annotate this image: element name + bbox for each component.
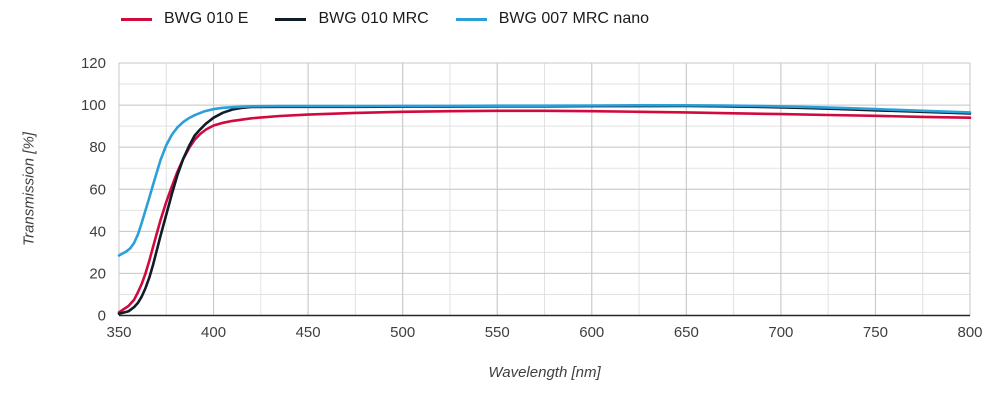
x-tick-label: 650 [674, 324, 699, 341]
x-tick-label: 700 [768, 324, 793, 341]
y-tick-label: 0 [98, 308, 106, 325]
y-axis-title: Transmission [%] [20, 132, 38, 246]
legend-item-bwg-010-e: BWG 010 E [121, 11, 248, 27]
x-tick-label: 500 [390, 324, 415, 341]
legend-label-bwg-010-e: BWG 010 E [164, 10, 249, 27]
x-tick-label: 600 [579, 324, 604, 341]
x-tick-label: 450 [296, 324, 321, 341]
legend-label-bwg-007-mrc-nano: BWG 007 MRC nano [498, 10, 650, 27]
y-tick-label: 80 [89, 139, 106, 156]
y-tick-label: 20 [89, 265, 106, 282]
series-line-2 [117, 104, 972, 257]
y-tick-label: 100 [81, 97, 106, 114]
chart-legend: BWG 010 E BWG 010 MRC BWG 007 MRC nano [121, 11, 649, 27]
x-tick-label: 400 [201, 324, 226, 341]
y-tick-label: 60 [89, 181, 106, 198]
legend-swatch-bwg-010-e [121, 17, 152, 21]
y-tick-label: 120 [81, 55, 106, 72]
series-line-0 [117, 109, 972, 314]
x-tick-label: 800 [957, 324, 982, 341]
y-tick-label: 40 [89, 223, 106, 240]
x-tick-label: 350 [106, 324, 131, 341]
legend-label-bwg-010-mrc: BWG 010 MRC [318, 10, 429, 27]
x-tick-label: 750 [863, 324, 888, 341]
legend-swatch-bwg-007-mrc-nano [455, 17, 487, 21]
legend-swatch-bwg-010-mrc [275, 17, 307, 21]
x-tick-label: 550 [485, 324, 510, 341]
legend-item-bwg-010-mrc: BWG 010 MRC [275, 10, 429, 27]
legend-item-bwg-007-mrc-nano: BWG 007 MRC nano [455, 10, 650, 27]
x-axis-title: Wavelength [nm] [488, 364, 601, 381]
